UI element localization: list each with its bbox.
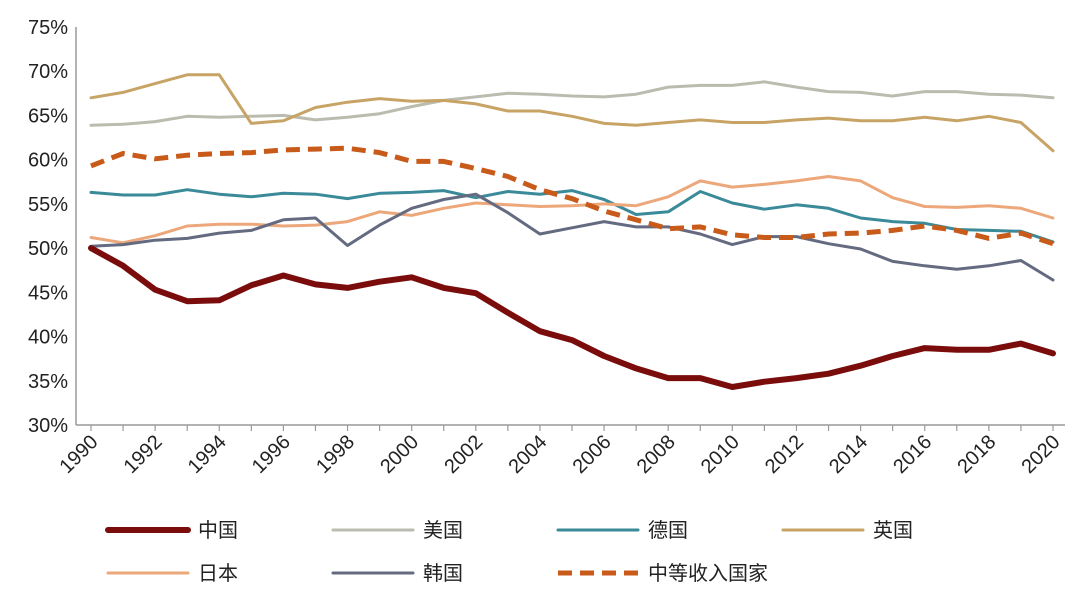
legend-label-2: 德国 [648, 518, 688, 542]
y-tick-label: 30% [28, 415, 68, 437]
y-tick-label: 40% [28, 327, 68, 349]
legend-label-3: 英国 [873, 518, 913, 542]
x-tick-label: 2012 [761, 431, 808, 478]
x-tick-label: 2016 [889, 431, 936, 478]
legend-label-0: 中国 [198, 518, 238, 542]
x-tick-label: 2020 [1018, 431, 1065, 478]
x-tick-label: 1998 [312, 431, 359, 478]
x-tick-label: 2002 [440, 431, 487, 478]
y-tick-label: 35% [28, 371, 68, 393]
legend-label-1: 美国 [423, 518, 463, 542]
legend-label-6: 中等收入国家 [648, 561, 768, 585]
y-tick-label: 70% [28, 61, 68, 83]
y-tick-label: 55% [28, 194, 68, 216]
x-tick-label: 2018 [953, 431, 1000, 478]
x-tick-label: 2010 [697, 431, 744, 478]
legend-label-4: 日本 [198, 561, 238, 585]
x-tick-label: 2004 [504, 431, 551, 478]
y-tick-label: 60% [28, 150, 68, 172]
series-lines [88, 73, 1056, 390]
x-tick-label: 1992 [120, 431, 167, 478]
series-line-3 [89, 73, 1055, 153]
y-tick-label: 65% [28, 105, 68, 127]
x-tick-label: 2006 [569, 431, 616, 478]
x-tick-label: 1994 [184, 431, 231, 478]
y-tick-label: 45% [28, 282, 68, 304]
x-axis-tick-labels: 1990 1992 1994 1996 1998 2000 2002 2004 2006 2008… [56, 431, 1065, 478]
x-tick-label: 2000 [376, 431, 423, 478]
x-tick-label: 2008 [633, 431, 680, 478]
x-tick-label: 1996 [248, 431, 295, 478]
y-axis-tick-labels: 30% 35% 40% 45% 50% 55% 60% 65% 70% 75% [28, 17, 68, 437]
series-line-5 [89, 192, 1055, 282]
y-tick-label: 75% [28, 17, 68, 39]
series-line-4 [89, 175, 1055, 245]
x-tick-label: 1990 [56, 431, 103, 478]
series-line-0 [88, 245, 1056, 390]
legend-label-5: 韩国 [423, 561, 463, 585]
series-line-1 [89, 80, 1055, 127]
series-line-6 [90, 145, 1054, 247]
y-tick-label: 50% [28, 238, 68, 260]
x-axis-tick-marks [90, 425, 1054, 431]
x-tick-label: 2014 [825, 431, 872, 478]
series-line-2 [89, 188, 1055, 244]
